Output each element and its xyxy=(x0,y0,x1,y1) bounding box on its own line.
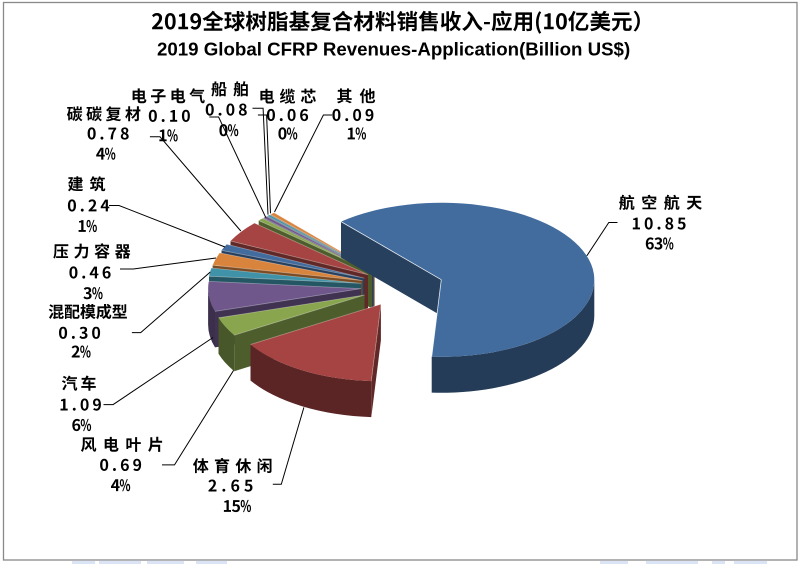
svg-text:2019 Global CFRP Revenues-Appl: 2019 Global CFRP Revenues-Application(Bi… xyxy=(157,38,630,59)
